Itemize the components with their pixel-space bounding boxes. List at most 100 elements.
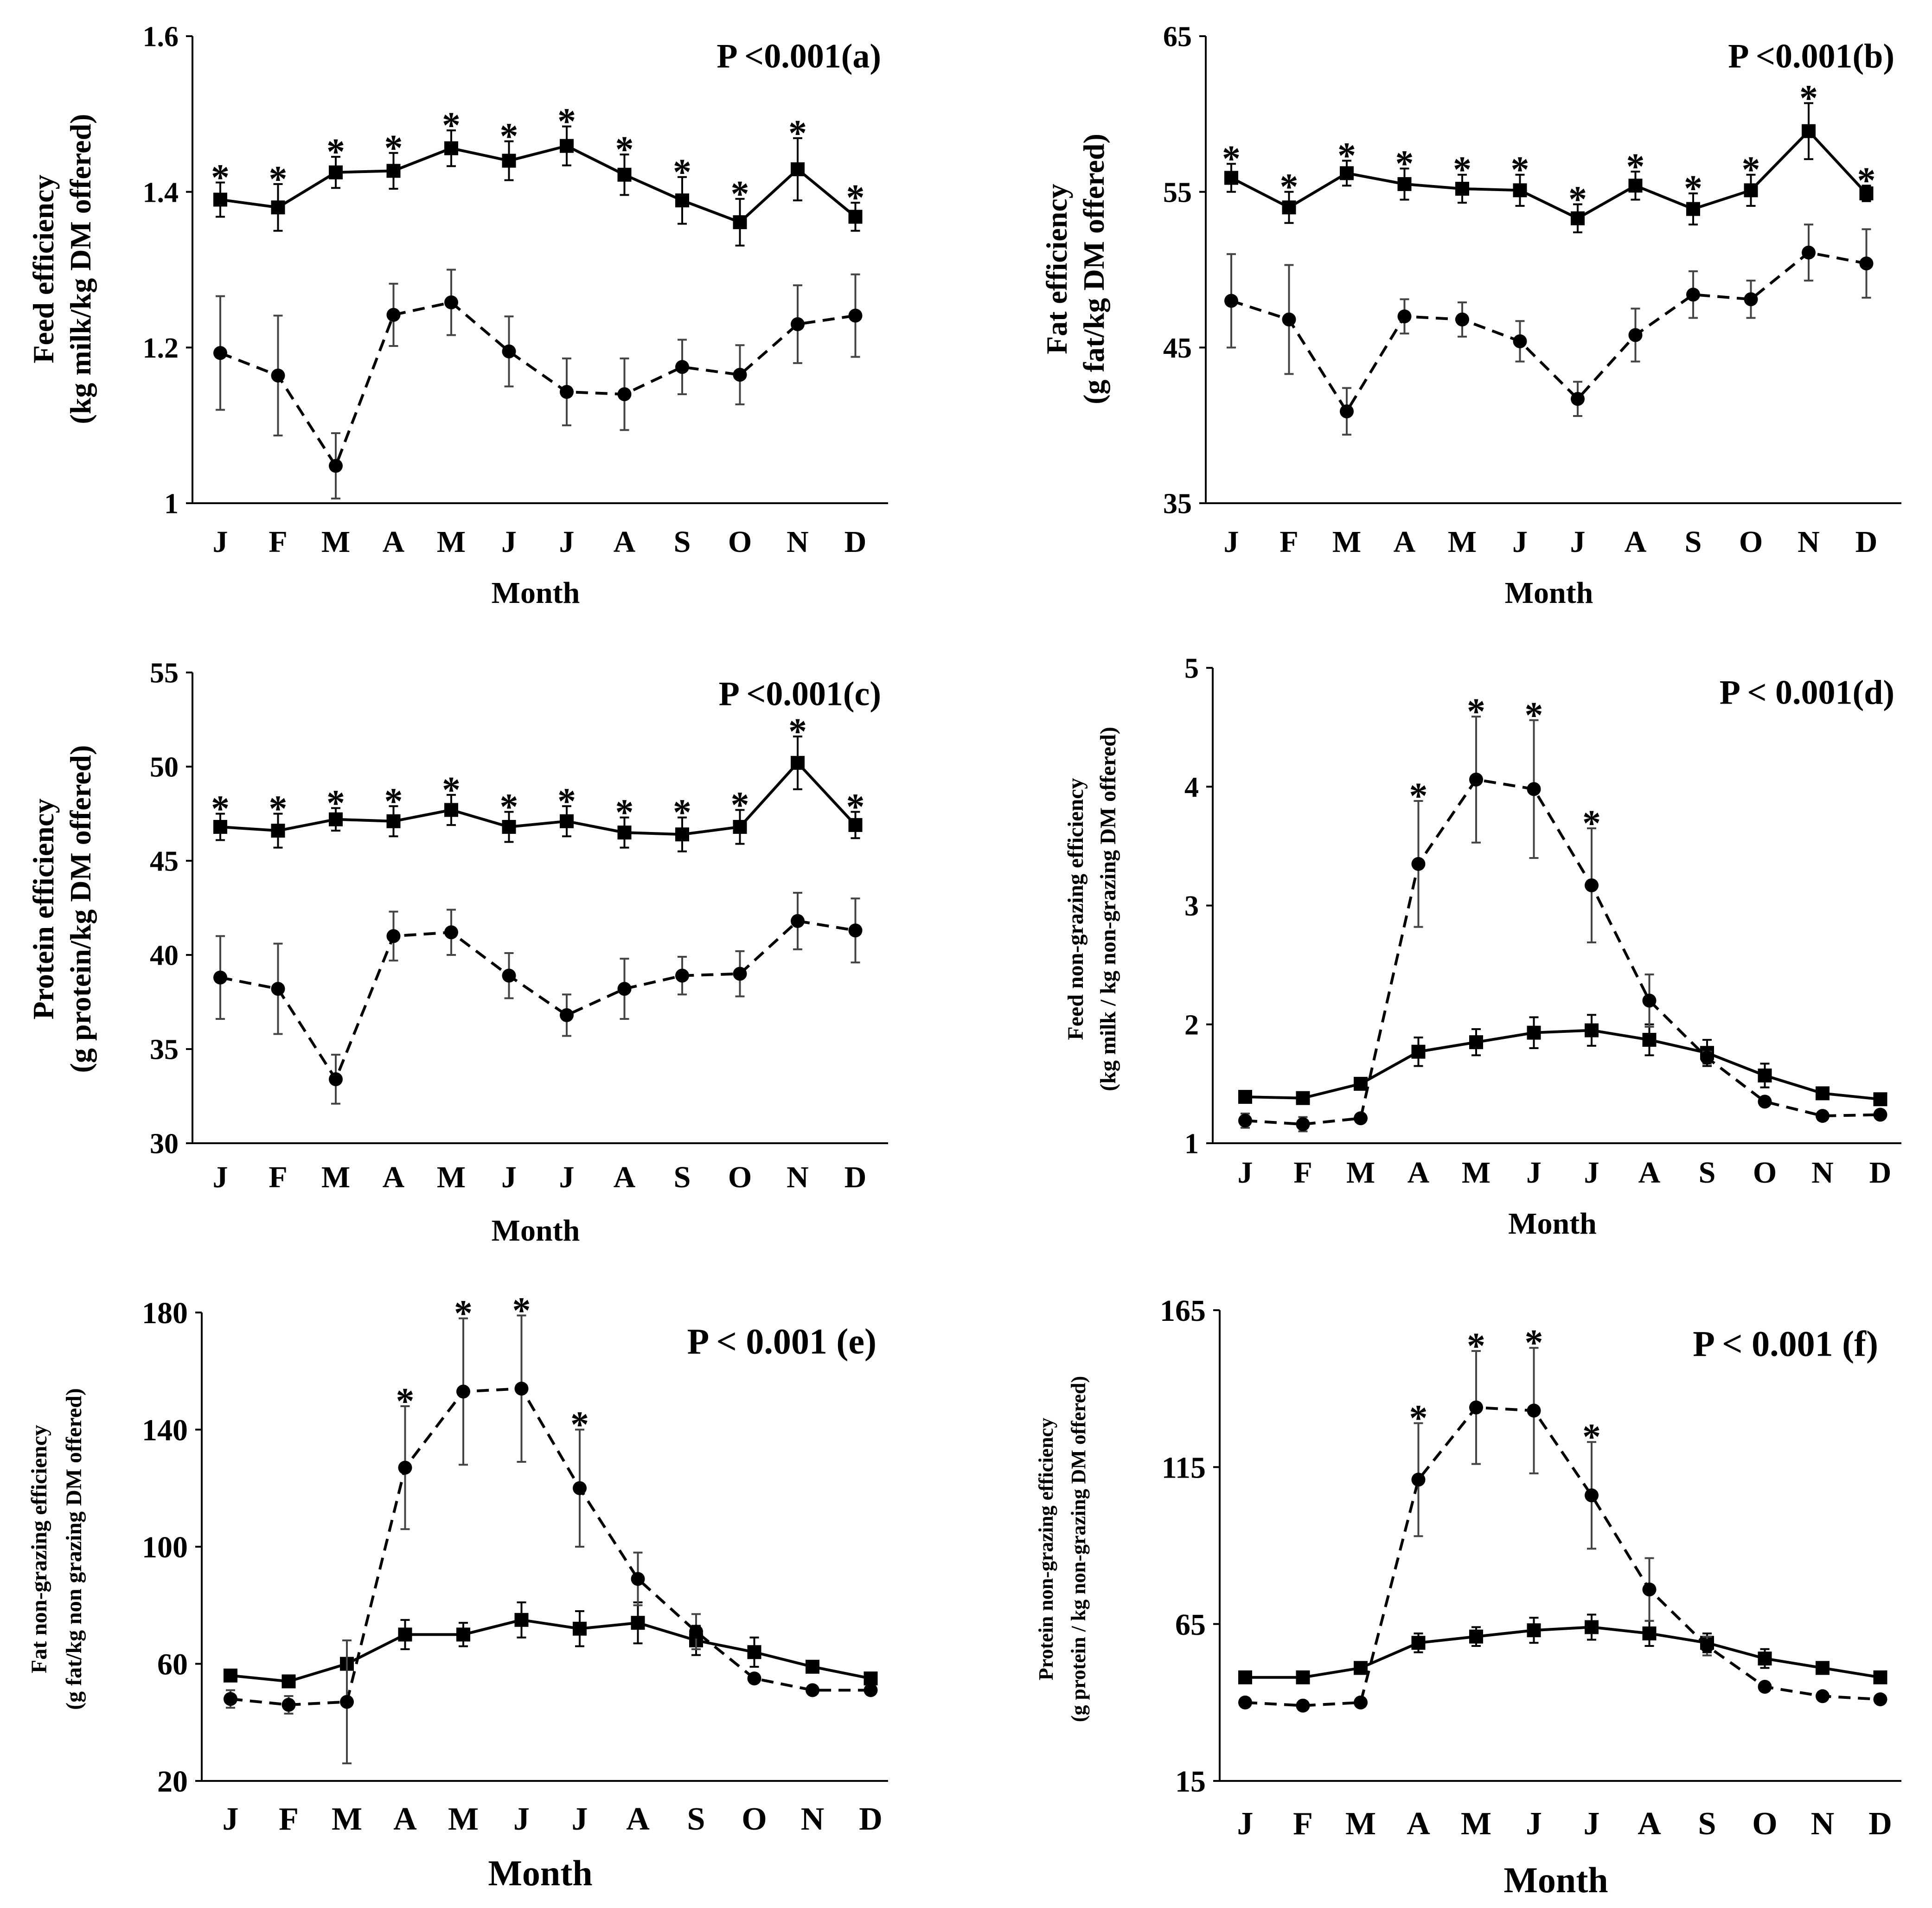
x-tick-label: N [787,525,809,559]
data-point-square [1758,1652,1772,1666]
data-point-square [1469,1629,1483,1644]
data-point-circle [1758,1095,1772,1109]
y-axis-title-line: (g protein / kg non-grazing DM offered) [1067,1376,1090,1722]
data-point-square [1873,1092,1887,1107]
data-point-square [1224,171,1238,185]
data-point-square [1571,211,1585,225]
data-point-circle [1469,1400,1483,1415]
panel-label: P <0.001(a) [717,38,881,76]
data-point-circle [1238,1114,1252,1128]
x-tick-label: J [513,1801,530,1837]
data-point-circle [631,1572,645,1586]
x-tick-label: D [859,1801,883,1837]
y-tick-label: 45 [150,846,179,877]
x-axis-title: Month [492,576,580,610]
y-axis-title-line: Feed non-grazing efficiency [1063,778,1088,1040]
y-tick-label: 100 [142,1530,188,1564]
significance-asterisk: * [1742,150,1760,191]
x-tick-label: S [1685,525,1702,559]
y-tick-label: 20 [157,1765,188,1799]
significance-asterisk: * [211,158,230,198]
significance-asterisk: * [1395,143,1414,184]
series-dashed [213,892,863,1105]
x-tick-label: J [1526,1806,1542,1842]
data-point-square [1513,183,1527,198]
data-point-square [1354,1076,1368,1091]
data-point-square [617,167,632,182]
x-tick-label: F [1293,1806,1313,1842]
significance-asterisk: * [326,783,345,824]
data-point-circle [271,368,285,383]
data-point-square [213,820,227,834]
y-tick-label: 1.6 [143,21,179,53]
x-tick-label: J [223,1801,239,1837]
data-point-circle [1585,878,1599,892]
data-point-circle [573,1481,587,1495]
data-point-circle [213,346,227,360]
data-point-circle [675,968,689,983]
significance-asterisk: * [1582,803,1601,844]
x-tick-label: J [1526,1156,1542,1190]
significance-asterisk: * [1337,136,1356,177]
significance-asterisk: * [396,1381,415,1422]
x-tick-label: M [1462,1156,1491,1190]
series-line-solid [1245,1029,1881,1101]
data-point-circle [1859,256,1874,271]
data-point-circle [1527,1403,1541,1418]
x-tick-label: D [844,1160,867,1194]
data-point-square [386,814,401,828]
data-point-square [271,200,285,215]
data-point-circle [747,1671,761,1686]
data-point-circle [329,1072,343,1086]
significance-asterisk: * [1222,139,1241,179]
data-point-square [848,818,863,832]
y-tick-label: 30 [150,1128,179,1160]
data-point-circle [1873,1108,1887,1122]
x-tick-label: S [674,525,691,559]
x-tick-label: A [383,1160,405,1194]
series-solid [213,125,863,247]
y-tick-label: 5 [1184,653,1199,685]
significance-asterisk: * [442,105,461,146]
data-point-circle [848,923,863,938]
x-tick-label: O [1752,1806,1777,1842]
significance-asterisk: * [454,1293,473,1334]
significance-asterisk: * [788,711,807,752]
y-tick-label: 35 [150,1034,179,1066]
significance-asterisk: * [1799,78,1818,119]
x-tick-label: M [1346,1156,1375,1190]
x-tick-label: S [674,1160,691,1194]
y-axis-title-line: Protein non-grazing efficiency [1035,1418,1057,1680]
significance-asterisk: * [570,1405,589,1446]
series-dashed [224,1314,878,1765]
x-tick-label: N [1811,1156,1834,1190]
x-tick-label: A [1638,1806,1661,1842]
x-tick-label: J [1237,1806,1254,1842]
significance-asterisk: * [557,102,576,142]
data-point-circle [848,308,863,323]
data-point-circle [675,360,689,374]
x-tick-label: N [801,1801,825,1837]
significance-asterisk: * [1582,1417,1601,1458]
data-point-square [1411,1044,1426,1059]
series-solid [1238,1613,1887,1684]
data-point-circle [560,384,574,399]
data-point-circle [791,317,805,331]
data-point-square [224,1668,237,1683]
x-tick-label: D [844,525,867,559]
series-line-solid [220,144,857,224]
x-tick-label: O [1753,1156,1777,1190]
series-dashed [213,269,863,499]
significance-asterisk: * [731,174,749,215]
data-point-square [848,210,863,224]
data-point-circle [1397,309,1412,324]
significance-asterisk: * [1525,695,1543,736]
data-point-square [281,1674,296,1689]
data-point-circle [1816,1109,1830,1123]
x-axis-title: Month [492,1214,580,1248]
significance-asterisk: * [1857,160,1876,201]
x-tick-label: J [1570,525,1586,559]
